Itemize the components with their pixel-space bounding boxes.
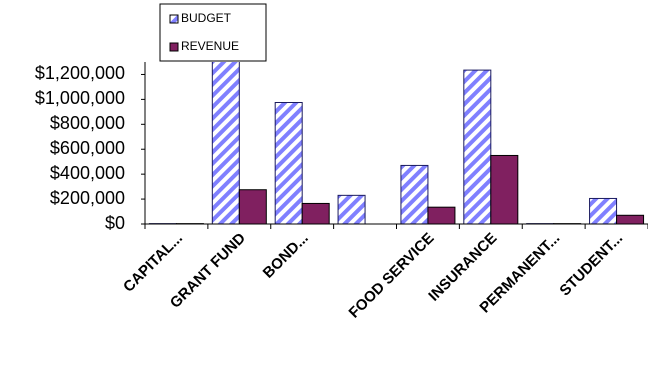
legend-label: REVENUE — [181, 39, 239, 53]
y-tick-label: $200,000 — [50, 188, 125, 208]
plot-area — [148, 62, 645, 225]
bar — [490, 154, 519, 225]
bar — [463, 69, 492, 225]
x-tick-label: STUDENT... — [556, 230, 626, 300]
bar — [274, 102, 303, 225]
y-tick-label: $800,000 — [50, 113, 125, 133]
y-tick-label: $400,000 — [50, 163, 125, 183]
y-tick-label: $1,000,000 — [35, 88, 125, 108]
y-tick-label: $1,200,000 — [35, 63, 125, 83]
bar — [337, 194, 366, 225]
bar — [616, 214, 645, 225]
legend-label: BUDGET — [181, 11, 232, 25]
bar — [400, 164, 429, 225]
y-tick-label: $0 — [105, 213, 125, 233]
x-tick-label: BOND... — [260, 230, 312, 282]
legend-swatch — [169, 14, 179, 24]
bar — [211, 62, 240, 225]
bar — [238, 189, 267, 225]
legend-swatch — [169, 42, 179, 52]
bar — [301, 202, 330, 225]
x-tick-label: CAPITAL... — [120, 230, 186, 296]
bar — [427, 206, 456, 225]
x-tick-label: FOOD SERVICE — [346, 230, 438, 322]
bar — [589, 197, 618, 225]
y-tick-label: $600,000 — [50, 138, 125, 158]
